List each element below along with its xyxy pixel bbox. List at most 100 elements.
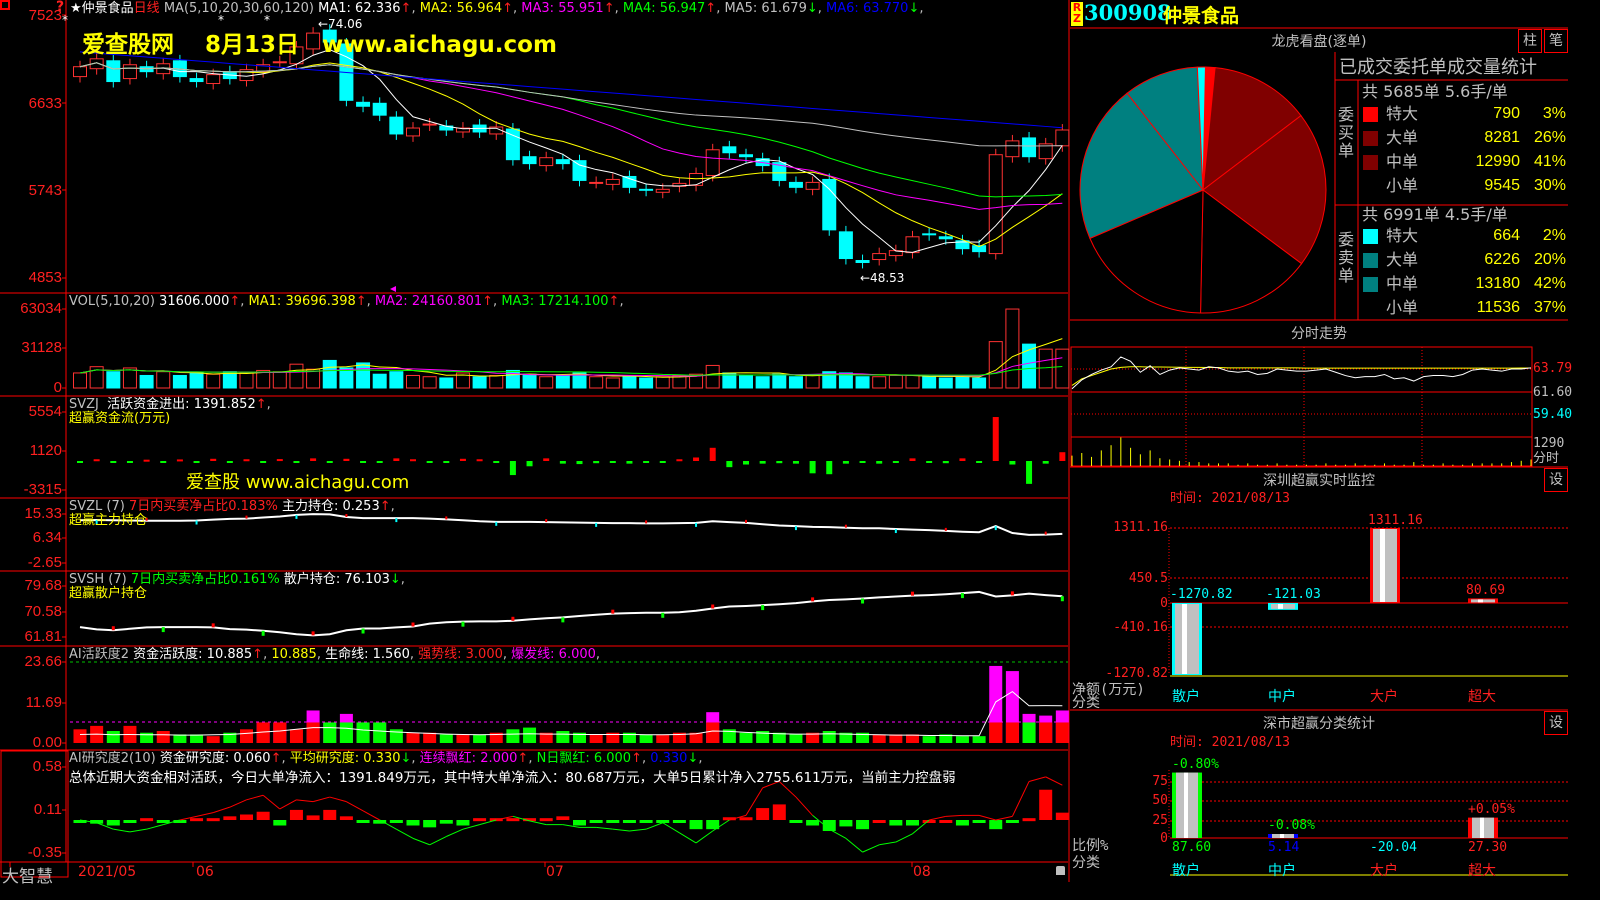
pie-slice xyxy=(1079,92,1204,240)
volume-bar xyxy=(139,374,154,389)
volume-bar xyxy=(256,369,271,389)
volume-bar xyxy=(222,371,237,389)
ai-active-text: 资金活跃度: xyxy=(133,647,203,662)
candlestick xyxy=(1055,129,1070,147)
volume-bar xyxy=(206,373,221,389)
volume-bar xyxy=(705,364,720,389)
activity-bar xyxy=(423,732,437,743)
fund-flow-bar xyxy=(243,459,250,462)
svsh-hold-label: 散户持仓: xyxy=(283,572,341,587)
ma-label: MA1: xyxy=(318,1,351,16)
chart-canvas[interactable]: * * * xyxy=(0,0,1568,882)
research-bar xyxy=(722,817,736,821)
activity-bar xyxy=(73,729,87,743)
stock-code: 300908 xyxy=(1084,0,1172,25)
y-tick: 15.33 xyxy=(24,505,62,522)
monitor-settings-button[interactable]: 设 xyxy=(1544,468,1568,492)
y-tick: 50 xyxy=(1152,793,1168,808)
date-tick: 06 xyxy=(196,864,214,880)
fund-flow-bar xyxy=(509,461,516,476)
svsh-header: SVSH (7) 7日内买卖净占比0.161% 散户持仓: 76.103↓, xyxy=(69,572,405,587)
activity-bar xyxy=(289,729,303,743)
order-row: 特大 664 2% xyxy=(1362,224,1568,248)
y-tick: -3315 xyxy=(23,481,62,498)
lock-icon[interactable] xyxy=(1056,866,1065,875)
y-tick: 7523 xyxy=(28,7,62,24)
fund-flow-bar xyxy=(759,461,766,464)
volume-bar xyxy=(489,374,504,389)
fund-flow-bar xyxy=(643,461,650,463)
pie-slice xyxy=(1196,66,1206,191)
research-bar xyxy=(839,820,853,827)
svzj-header: SVZJ 活跃资金进出: 1391.852↑, xyxy=(69,397,271,412)
research-line-segment xyxy=(213,806,231,814)
intraday-avg-line xyxy=(1071,366,1531,386)
continuous-red-label: 连续飘红: xyxy=(419,751,477,766)
fund-flow-bar xyxy=(859,461,866,463)
order-percent: 30% xyxy=(1533,177,1566,194)
activity-bar xyxy=(106,731,120,743)
extra-value: 0.330 xyxy=(650,751,688,766)
candlestick xyxy=(272,61,287,64)
ma20-line xyxy=(79,62,1063,210)
activity-bar xyxy=(906,734,919,743)
period-label[interactable]: 日线 xyxy=(133,1,160,16)
trend-arrow: ↑ xyxy=(400,1,412,16)
activity-bar xyxy=(689,732,703,743)
research-line-segment xyxy=(879,841,896,846)
research-bar xyxy=(473,818,487,822)
pen-view-button[interactable]: 笔 xyxy=(1544,29,1568,53)
menu-box-icon[interactable] xyxy=(0,0,10,10)
volume-bar xyxy=(555,374,570,389)
classification-time: 时间: 2021/08/13 xyxy=(1170,735,1290,750)
help-icon[interactable]: ? xyxy=(56,0,65,15)
volume-bar xyxy=(872,376,887,389)
activity-bar xyxy=(473,734,487,743)
candlestick xyxy=(189,78,204,83)
bar-view-button[interactable]: 柱 xyxy=(1518,29,1542,53)
category-tick: 中户 xyxy=(1268,689,1296,705)
activity-bar-base xyxy=(256,722,270,743)
candlestick xyxy=(722,146,737,154)
activity-bar xyxy=(140,732,154,743)
activity-bar xyxy=(156,731,170,743)
candlestick xyxy=(356,101,371,107)
order-percent: 42% xyxy=(1533,275,1566,292)
research-line-segment xyxy=(146,824,164,830)
research-bar xyxy=(523,818,537,822)
y-tick: 11.69 xyxy=(25,694,62,711)
ma-value: 17214.100 xyxy=(538,294,609,309)
monitor-title: 深圳超赢实时监控 xyxy=(1263,473,1375,489)
ma-value: 24160.801 xyxy=(411,294,483,309)
research-bar xyxy=(639,820,653,823)
research-line-segment xyxy=(812,815,830,830)
research-bar xyxy=(622,820,636,823)
classification-settings-button[interactable]: 设 xyxy=(1544,711,1568,735)
order-row: 中单 13180 42% xyxy=(1362,272,1568,296)
candlestick xyxy=(539,157,554,167)
candlestick xyxy=(822,178,837,231)
y-tick: 0.00 xyxy=(32,734,62,751)
watermark-date: 8月13日 xyxy=(205,32,300,58)
volume-bar xyxy=(905,374,920,389)
order-volume: 790 xyxy=(1493,105,1520,122)
y-tick: 61.60 xyxy=(1533,385,1573,400)
fund-flow-bar xyxy=(77,461,83,463)
activity-bar xyxy=(439,734,453,743)
y-tick: 0.11 xyxy=(33,801,62,818)
date-tick: 2021/05 xyxy=(78,864,137,880)
change-label: +0.05% xyxy=(1468,801,1515,817)
activity-bar-base xyxy=(1022,722,1036,743)
trend-arrow: ↑ xyxy=(379,499,391,514)
activity-bar xyxy=(573,732,586,743)
volume-bar xyxy=(922,376,937,389)
category-label: 分类 xyxy=(1072,695,1100,711)
research-bar xyxy=(1005,820,1019,823)
research-line-segment xyxy=(179,815,197,821)
candlestick xyxy=(639,188,654,191)
research-line-segment xyxy=(845,837,863,853)
research-bar xyxy=(439,820,453,824)
strong-line-value: 3.000 xyxy=(465,647,503,662)
research-bar xyxy=(356,820,370,823)
research-bar xyxy=(406,820,420,826)
